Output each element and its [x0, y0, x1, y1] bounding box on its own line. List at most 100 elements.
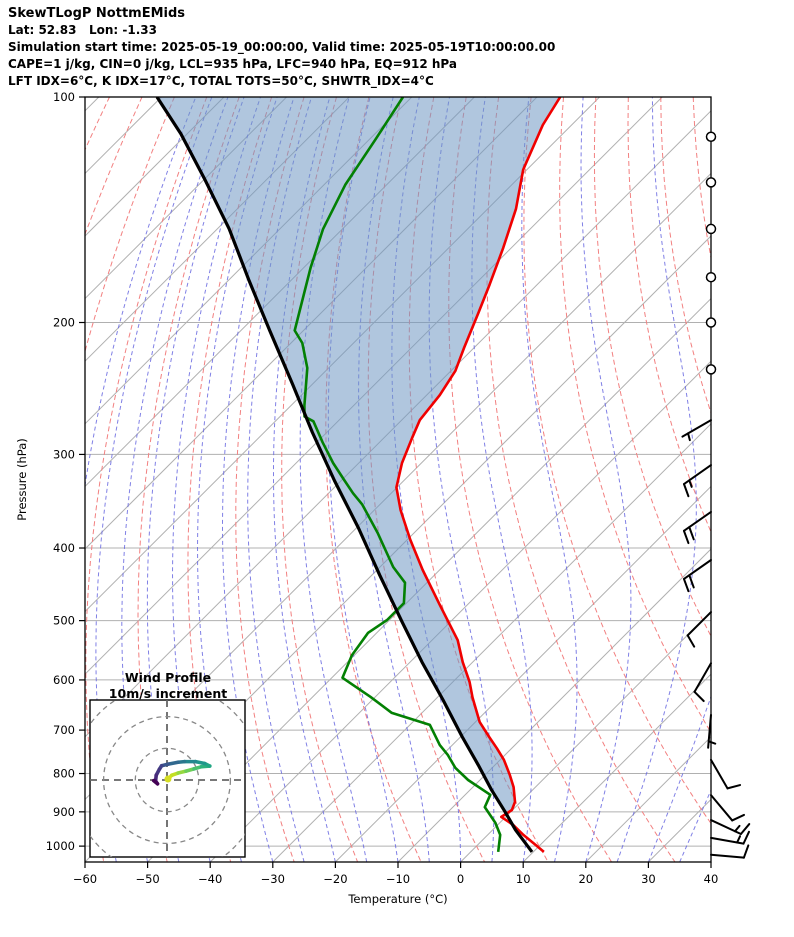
stability-indices-line-2: LFT IDX=6°C, K IDX=17°C, TOTAL TOTS=50°C… — [8, 74, 434, 88]
sounding-curves — [155, 97, 562, 853]
isotherm-line — [522, 673, 711, 862]
wind-barb — [710, 844, 750, 859]
x-tick-label: 10 — [516, 872, 531, 886]
y-tick-label: 1000 — [46, 839, 75, 853]
wind-barb — [682, 464, 712, 498]
calm-wind-circle — [705, 317, 717, 328]
wind-barb-full-feather — [688, 526, 695, 541]
x-tick-label: 20 — [578, 872, 593, 886]
dry-adiabat-line — [85, 97, 143, 236]
hodograph-trace-segment — [151, 778, 160, 786]
wind-barb — [707, 713, 717, 749]
dry-adiabat-line — [0, 97, 12, 862]
dry-adiabat-line — [523, 97, 711, 825]
wind-barb — [705, 364, 717, 375]
wind-barb-full-feather — [686, 634, 696, 648]
dry-adiabat-line — [791, 97, 794, 862]
wind-barb-staff — [710, 853, 745, 859]
wind-barb-full-feather — [682, 577, 690, 593]
y-axis-label: Pressure (hPa) — [15, 438, 29, 521]
isotherm-line — [272, 423, 711, 862]
dry-adiabat-line — [0, 97, 77, 862]
wind-barb-staff — [710, 819, 742, 836]
hodograph-content — [90, 700, 245, 857]
y-tick-label: 100 — [53, 90, 75, 104]
hodograph-title: Wind Profile — [125, 670, 211, 685]
moist-adiabat-line — [647, 695, 711, 862]
x-tick-label: 0 — [457, 872, 464, 886]
stability-indices-line-1: CAPE=1 j/kg, CIN=0 j/kg, LCL=935 hPa, LF… — [8, 57, 457, 71]
chart-title: SkewTLogP NottmEMids — [8, 6, 186, 21]
y-tick-label: 400 — [53, 541, 75, 555]
calm-wind-circle — [705, 177, 717, 188]
axes-group: −60 −50 −40 −30 −20 −10 0 10 20 30 40 100 200 300 400 5… — [15, 90, 718, 906]
wind-barb — [705, 177, 717, 188]
wind-barb-full-feather — [688, 574, 695, 589]
header-block: SkewTLogP NottmEMids Lat: 52.83 Lon: -1.… — [8, 5, 555, 90]
calm-wind-circle — [705, 271, 717, 283]
time-line: Simulation start time: 2025-05-19_00:00:… — [8, 40, 556, 54]
y-tick-label: 900 — [53, 805, 75, 819]
dry-adiabat-line — [692, 97, 711, 261]
wind-barb — [682, 558, 712, 593]
dry-adiabat-line — [85, 97, 175, 354]
wind-barb-full-feather — [742, 844, 750, 859]
wind-barb — [705, 317, 717, 328]
x-tick-label: 30 — [641, 872, 656, 886]
wind-barb — [705, 131, 717, 143]
wind-barb-half-feather — [688, 479, 693, 488]
y-tick-label: 200 — [53, 316, 75, 330]
x-axis-label: Temperature (°C) — [347, 892, 447, 906]
dry-adiabat-line — [726, 97, 794, 862]
wind-barb-full-feather — [742, 830, 750, 845]
y-tick-label: 800 — [53, 767, 75, 781]
wind-barb-full-feather — [739, 823, 751, 836]
x-tick-label: −10 — [386, 872, 410, 886]
wind-barb-half-feather — [707, 740, 717, 745]
wind-barb — [705, 223, 717, 235]
wind-barb — [705, 271, 717, 283]
parcel-curve — [155, 97, 534, 853]
wind-barb-column — [681, 131, 751, 859]
moist-adiabat-line — [580, 97, 632, 862]
hodograph-surface-dot — [164, 775, 172, 783]
wind-barb-half-feather — [687, 432, 691, 442]
wind-barb-staff — [693, 662, 712, 693]
wind-barb — [710, 819, 751, 836]
isotherm-line — [648, 798, 711, 862]
isotherm-line — [209, 360, 711, 862]
wind-barb — [710, 758, 742, 790]
isotherm-line — [460, 610, 711, 862]
wind-barb — [682, 510, 712, 545]
wind-barb — [681, 419, 712, 442]
dry-adiabat-line — [559, 97, 711, 734]
calm-wind-circle — [705, 364, 717, 375]
dewpoint-curve — [293, 97, 502, 853]
isotherm-line — [397, 548, 711, 862]
x-tick-label: 40 — [704, 872, 719, 886]
dry-adiabat-line — [758, 97, 794, 862]
x-tick-label: −50 — [135, 872, 159, 886]
dry-adiabat-line — [660, 97, 711, 415]
wind-barb-staff — [686, 611, 712, 637]
wind-barb-full-feather — [693, 690, 705, 703]
dry-adiabat-line — [593, 97, 711, 638]
moist-adiabat-line — [616, 97, 697, 862]
isotherm-line — [147, 297, 711, 862]
hodograph-subtitle: 10m/s increment — [109, 686, 227, 701]
cape-shaded-area — [157, 97, 561, 812]
wind-barb — [693, 662, 712, 703]
y-tick-label: 600 — [53, 673, 75, 687]
moist-adiabat-line — [679, 788, 711, 862]
wind-barb — [710, 794, 745, 822]
wind-barb — [710, 830, 750, 845]
hodograph-speed-ring — [134, 747, 200, 813]
wind-barb-half-feather — [734, 824, 741, 833]
moist-adiabat-line — [85, 97, 197, 862]
wind-barb-half-feather — [736, 835, 742, 844]
hodograph-speed-ring — [102, 715, 232, 845]
calm-wind-circle — [705, 131, 717, 143]
